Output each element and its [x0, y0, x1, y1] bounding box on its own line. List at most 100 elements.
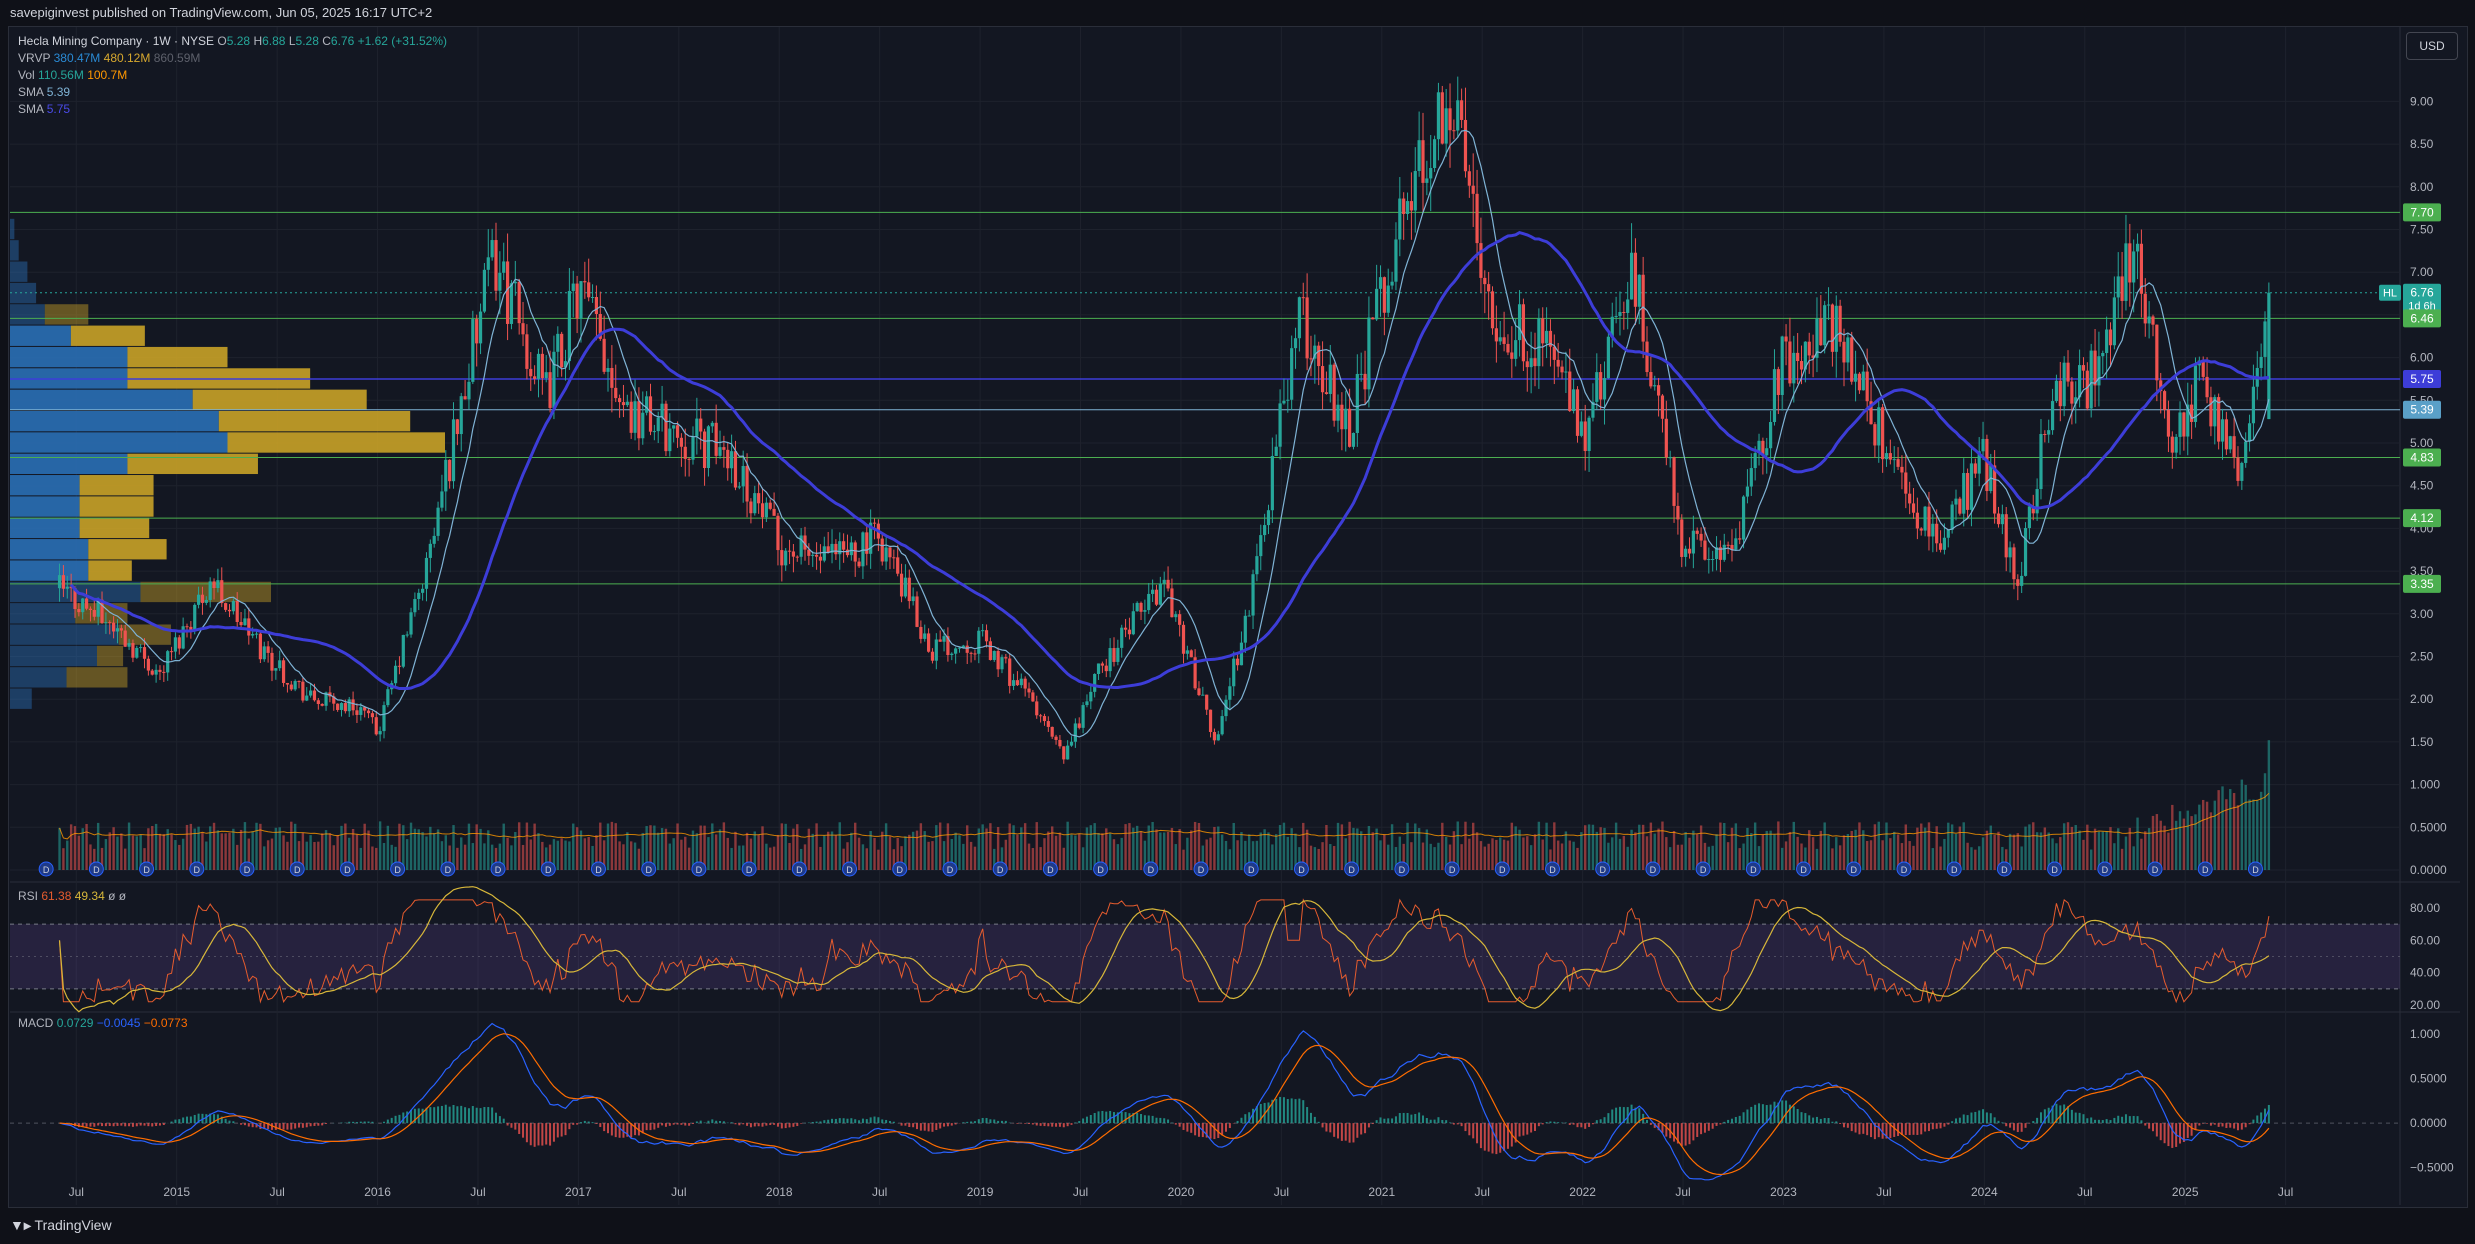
candle-body [409, 612, 413, 635]
candle-body [795, 556, 799, 558]
volume-bar [490, 844, 494, 870]
currency-button[interactable]: USD [2406, 32, 2458, 60]
volume-bar [1437, 842, 1440, 870]
volume-bar [1788, 831, 1792, 870]
sma-fast-name: SMA [18, 85, 44, 99]
candle-body [1201, 694, 1205, 696]
dividend-marker-icon [1745, 861, 1761, 877]
chart-frame[interactable] [8, 26, 2468, 1208]
volume-bar [1777, 821, 1780, 870]
macd-tick-label: −0.5000 [2410, 1161, 2454, 1175]
macd-histogram-bar [2225, 1123, 2228, 1128]
volume-bar [247, 838, 251, 870]
dividend-marker-label: D [43, 865, 50, 875]
volume-bar [259, 823, 262, 870]
volume-bar [220, 833, 223, 870]
time-tick-label: 2020 [1168, 1185, 1195, 1199]
dividend-marker-label: D [1901, 865, 1908, 875]
macd-histogram-bar [1178, 1123, 1181, 1127]
volume-bar [1680, 844, 1683, 870]
volume-bar [154, 823, 158, 870]
price-tick-label: 8.50 [2410, 137, 2434, 151]
volume-bar [1058, 832, 1062, 870]
candle-body [1668, 457, 1672, 459]
volume-bar [151, 826, 154, 870]
legend-volume[interactable]: Vol 110.56M 100.7M [18, 67, 127, 83]
macd-histogram-bar [1514, 1123, 1517, 1143]
candle-body [1123, 627, 1128, 630]
macd-histogram-bar [1831, 1121, 1834, 1124]
macd-histogram-bar [946, 1123, 949, 1127]
candle-body [915, 596, 919, 627]
volume-bar [2059, 837, 2062, 870]
dividend-marker-icon [641, 861, 657, 877]
candle-body [1324, 392, 1329, 394]
price-level-label [2403, 509, 2441, 528]
dividend-marker-icon [2097, 861, 2113, 877]
price-tick-label: 2.00 [2410, 692, 2434, 706]
candle-body [1320, 366, 1325, 393]
volume-bar [1329, 844, 1332, 870]
volume-bar [1468, 838, 1471, 870]
rsi-ma-value: 49.34 [74, 889, 105, 903]
candle-body [1772, 369, 1777, 423]
candle-body [436, 507, 440, 536]
price-tick-label: 9.00 [2410, 94, 2434, 108]
macd-histogram-bar [1116, 1112, 1119, 1124]
macd-histogram-bar [1908, 1123, 1911, 1136]
volume-bar [1997, 831, 2000, 870]
volume-bar [1317, 848, 1320, 870]
macd-histogram-bar [1468, 1123, 1471, 1136]
volume-bar [1387, 844, 1390, 870]
legend-rsi[interactable]: RSI 61.38 49.34 ø ø [18, 888, 126, 904]
macd-histogram-bar [1290, 1098, 1293, 1124]
volume-bar [1305, 829, 1309, 870]
volume-bar [1085, 827, 1089, 870]
volume-bar [1178, 829, 1181, 870]
legend-sma-slow[interactable]: SMA 5.75 [18, 101, 70, 117]
macd-histogram-bar [290, 1123, 293, 1130]
candle-body [363, 707, 367, 711]
legend-macd[interactable]: MACD 0.0729 −0.0045 −0.0773 [18, 1015, 188, 1031]
legend-vrvp[interactable]: VRVP 380.47M 480.12M 860.59M [18, 50, 200, 66]
volume-bar [278, 827, 281, 870]
candle-body [2128, 243, 2132, 283]
volume-bar [1290, 828, 1293, 870]
volume-bar [2209, 812, 2213, 870]
macd-histogram-bar [746, 1123, 749, 1126]
candle-body [88, 608, 93, 610]
rsi-tick-label: 80.00 [2410, 901, 2440, 915]
volume-bar [815, 823, 818, 870]
candle-body [764, 502, 768, 518]
candle-body [1877, 407, 1881, 446]
dividend-marker-icon [1494, 861, 1510, 877]
candle-body [1792, 352, 1796, 384]
volume-bar [1757, 846, 1761, 870]
legend-sma-fast[interactable]: SMA 5.39 [18, 84, 70, 100]
macd-histogram-bar [259, 1123, 262, 1130]
volume-bar [197, 826, 200, 870]
candle-body [1552, 346, 1556, 360]
volume-bar [1804, 847, 1807, 870]
macd-histogram-bar [1931, 1123, 1934, 1130]
candle-body [1011, 680, 1016, 686]
macd-histogram-bar [1862, 1123, 1865, 1134]
macd-histogram-bar [1425, 1118, 1428, 1124]
macd-histogram-bar [1676, 1123, 1679, 1144]
candle-body [2263, 321, 2267, 357]
candle-body [911, 596, 915, 602]
volume-bar [487, 830, 490, 870]
candle-body [930, 651, 935, 661]
macd-histogram-bar [282, 1123, 285, 1130]
candle-body [1054, 736, 1058, 740]
macd-histogram-bar [1449, 1122, 1452, 1124]
volume-bar [811, 833, 814, 870]
volume-bar [309, 835, 312, 870]
volume-bar [591, 845, 594, 870]
macd-histogram-bar [1730, 1118, 1733, 1124]
volume-bar [1904, 824, 1907, 870]
macd-histogram-bar [1696, 1123, 1699, 1137]
candle-body [826, 546, 830, 553]
price-level-label [2403, 369, 2441, 388]
